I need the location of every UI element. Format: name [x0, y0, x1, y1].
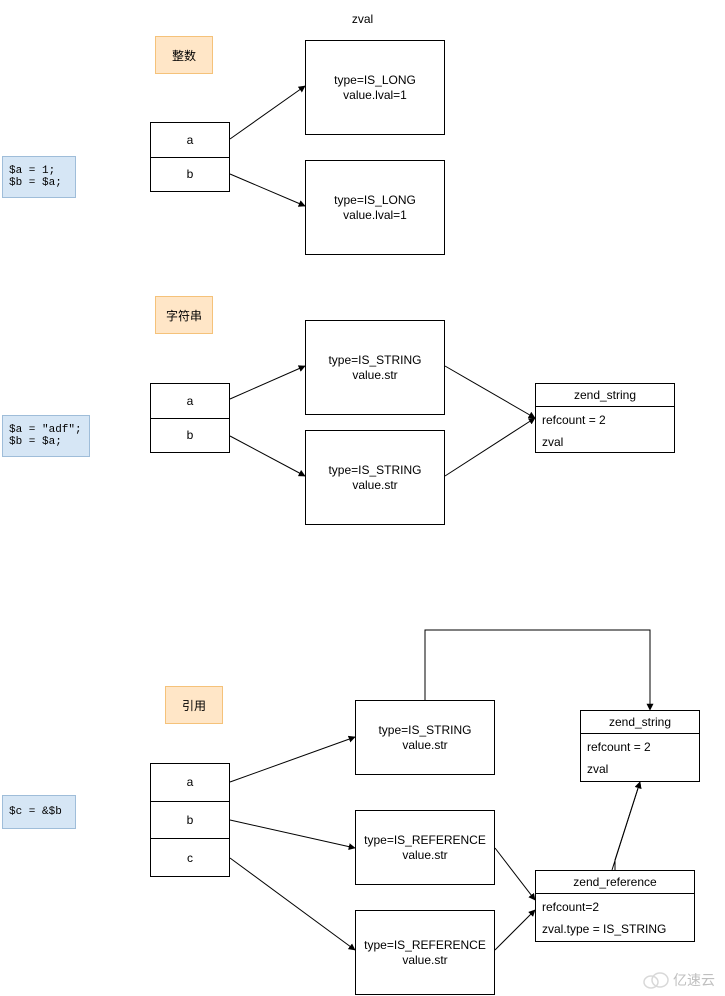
cloud-icon	[641, 971, 669, 989]
struct-title: zend_string	[536, 384, 674, 407]
zval-node: type=IS_STRING value.str	[305, 320, 445, 415]
struct-title: zend_string	[581, 711, 699, 734]
tag-integer: 整数	[155, 36, 213, 74]
var-cell: a	[151, 384, 229, 419]
struct-zend-string: zend_string refcount = 2 zval	[535, 383, 675, 453]
code-block-reference: $c = &$b	[2, 795, 76, 829]
struct-field: zval	[542, 435, 668, 449]
zval-node: type=IS_LONG value.lval=1	[305, 40, 445, 135]
zval-node: type=IS_STRING value.str	[355, 700, 495, 775]
code-integer-text: $a = 1; $b = $a;	[9, 165, 62, 189]
struct-field: refcount = 2	[587, 740, 693, 754]
code-block-integer: $a = 1; $b = $a;	[2, 156, 76, 198]
vars-table-1: a b	[150, 122, 230, 192]
var-cell: b	[151, 158, 229, 192]
struct-field: zval	[587, 762, 693, 776]
struct-field: zval.type = IS_STRING	[542, 922, 688, 936]
var-cell: c	[151, 839, 229, 876]
zval-node: type=IS_LONG value.lval=1	[305, 160, 445, 255]
header-zval-label: zval	[0, 10, 725, 28]
vars-table-3: a b c	[150, 763, 230, 877]
code-block-string: $a = "adf"; $b = $a;	[2, 415, 90, 457]
tag-reference-text: 引用	[182, 697, 206, 714]
header-zval-text: zval	[352, 12, 373, 26]
code-string-text: $a = "adf"; $b = $a;	[9, 424, 82, 448]
zval-node: type=IS_STRING value.str	[305, 430, 445, 525]
struct-field: refcount=2	[542, 900, 688, 914]
watermark-text: 亿速云	[673, 970, 715, 990]
code-reference-text: $c = &$b	[9, 806, 62, 818]
vars-table-2: a b	[150, 383, 230, 453]
zval-node: type=IS_REFERENCE value.str	[355, 910, 495, 995]
zval-node: type=IS_REFERENCE value.str	[355, 810, 495, 885]
struct-title: zend_reference	[536, 871, 694, 894]
var-cell: a	[151, 123, 229, 158]
struct-field: refcount = 2	[542, 413, 668, 427]
tag-integer-text: 整数	[172, 47, 196, 64]
struct-zend-string: zend_string refcount = 2 zval	[580, 710, 700, 782]
var-cell: b	[151, 419, 229, 453]
watermark: 亿速云	[641, 970, 715, 990]
tag-reference: 引用	[165, 686, 223, 724]
var-cell: b	[151, 802, 229, 840]
tag-string: 字符串	[155, 296, 213, 334]
var-cell: a	[151, 764, 229, 802]
struct-zend-reference: zend_reference refcount=2 zval.type = IS…	[535, 870, 695, 942]
tag-string-text: 字符串	[166, 307, 202, 324]
